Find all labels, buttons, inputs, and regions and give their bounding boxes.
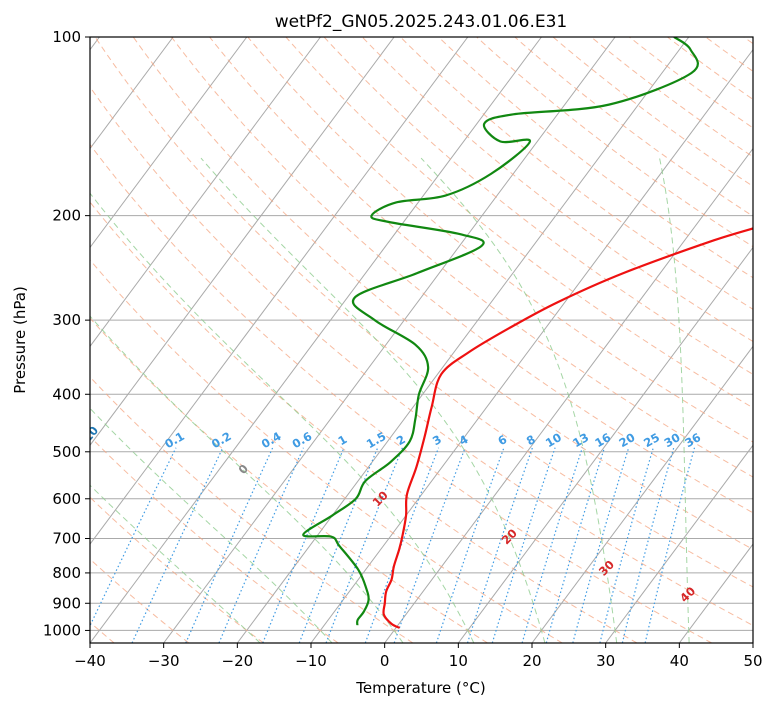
y-tick-label: 800 bbox=[52, 564, 81, 582]
x-tick-label: 40 bbox=[670, 652, 689, 670]
isotherm-grid bbox=[90, 37, 753, 643]
dry-adiabat-line bbox=[90, 259, 563, 643]
isotherm-line bbox=[163, 37, 616, 643]
mixing-ratio-line bbox=[262, 447, 345, 643]
x-tick-label: 20 bbox=[522, 652, 541, 670]
y-tick-label: 300 bbox=[52, 311, 81, 329]
mixing-ratio-label: 20 bbox=[617, 430, 638, 450]
plot-area: 0.10.20.40.611.52346810131620253036-100-… bbox=[77, 37, 753, 643]
dry-adiabat-line bbox=[90, 496, 264, 643]
dewpoint-profile-line bbox=[302, 37, 699, 626]
chart-title: wetPf2_GN05.2025.243.01.06.E31 bbox=[275, 12, 567, 32]
mixing-ratio-label: 10 bbox=[543, 430, 564, 450]
isotherm-line bbox=[90, 37, 174, 150]
x-tick-label: 30 bbox=[596, 652, 615, 670]
isotherm-line bbox=[457, 246, 753, 643]
isotherm-line bbox=[605, 444, 753, 643]
mixing-ratio-label: 30 bbox=[662, 430, 683, 450]
x-tick-label: −10 bbox=[295, 652, 327, 670]
x-tick-label: 50 bbox=[743, 652, 762, 670]
mixing-ratio-label: 16 bbox=[592, 430, 613, 450]
dry-adiabat-line bbox=[361, 37, 753, 343]
y-tick-label: 1000 bbox=[43, 621, 81, 639]
isotherm-line bbox=[384, 147, 753, 643]
moist-adiabat-line bbox=[420, 157, 618, 643]
dry-adiabat-line bbox=[323, 37, 753, 375]
moist-adiabat-line bbox=[90, 315, 404, 643]
mixing-ratio-line bbox=[435, 447, 505, 643]
mixing-ratio-label: 25 bbox=[641, 430, 662, 450]
y-tick-label: 500 bbox=[52, 443, 81, 461]
sounding-profiles bbox=[302, 37, 753, 629]
mixing-ratio-line bbox=[218, 447, 304, 643]
y-tick-label: 600 bbox=[52, 490, 81, 508]
y-axis-label: Pressure (hPa) bbox=[11, 286, 29, 394]
dry-adiabat-line bbox=[90, 86, 753, 627]
x-tick-label: 0 bbox=[380, 652, 390, 670]
isotherm-line bbox=[90, 37, 248, 249]
plot-background bbox=[90, 37, 753, 643]
mixing-ratio-line bbox=[621, 447, 675, 643]
mixing-ratio-line bbox=[599, 447, 654, 643]
isotherm-line bbox=[90, 37, 395, 447]
isotherm-line bbox=[90, 37, 469, 545]
mixing-ratio-line bbox=[572, 447, 630, 643]
temperature-profile-line bbox=[382, 227, 753, 629]
moist-adiabat-line bbox=[90, 192, 475, 643]
dry-adiabat-line bbox=[285, 37, 753, 409]
dry-adiabat-label: -10 bbox=[77, 423, 101, 448]
moist-adiabat-line bbox=[90, 407, 333, 643]
isotherm-line bbox=[310, 48, 753, 643]
isotherm-line bbox=[531, 345, 753, 643]
dry-adiabat-line bbox=[514, 37, 753, 217]
dry-adiabat-line bbox=[171, 37, 753, 514]
mixing-ratio-line bbox=[325, 447, 403, 643]
isotherm-line bbox=[90, 37, 321, 348]
x-tick-label: 10 bbox=[449, 652, 468, 670]
x-tick-label: −40 bbox=[74, 652, 106, 670]
axes: −40 −30 −20 −10 0 10 20 30 40 50 100 200 300 400 500 60… bbox=[43, 28, 763, 670]
y-tick-label: 200 bbox=[52, 207, 81, 225]
isotherm-line bbox=[236, 37, 690, 643]
y-tick-label: 400 bbox=[52, 385, 81, 403]
mixing-ratio-label: 36 bbox=[682, 430, 703, 450]
dry-adiabat-line bbox=[590, 37, 753, 158]
y-tick-label: 700 bbox=[52, 530, 81, 548]
isotherm-line bbox=[90, 37, 542, 643]
y-tick-label: 900 bbox=[52, 594, 81, 612]
y-tick-label: 100 bbox=[52, 28, 81, 46]
dry-adiabat-line bbox=[90, 201, 638, 643]
dry-adiabat-line bbox=[132, 37, 753, 551]
x-axis-label: Temperature (°C) bbox=[355, 679, 485, 697]
mixing-ratio-label: 13 bbox=[570, 430, 591, 450]
dry-adiabat-line bbox=[90, 376, 414, 643]
dry-adiabat-line bbox=[90, 317, 488, 643]
dry-adiabat-line bbox=[552, 37, 753, 187]
plot-frame bbox=[89, 36, 754, 644]
moist-adiabat-line bbox=[659, 158, 690, 643]
x-tick-label: −20 bbox=[222, 652, 254, 670]
dry-adiabat-line bbox=[476, 37, 753, 248]
dry-adiabat-line bbox=[209, 37, 753, 478]
mixing-ratio-line bbox=[393, 447, 466, 643]
x-tick-label: −30 bbox=[148, 652, 180, 670]
mixing-ratio-line bbox=[644, 447, 696, 643]
mixing-ratio-line bbox=[90, 447, 177, 628]
